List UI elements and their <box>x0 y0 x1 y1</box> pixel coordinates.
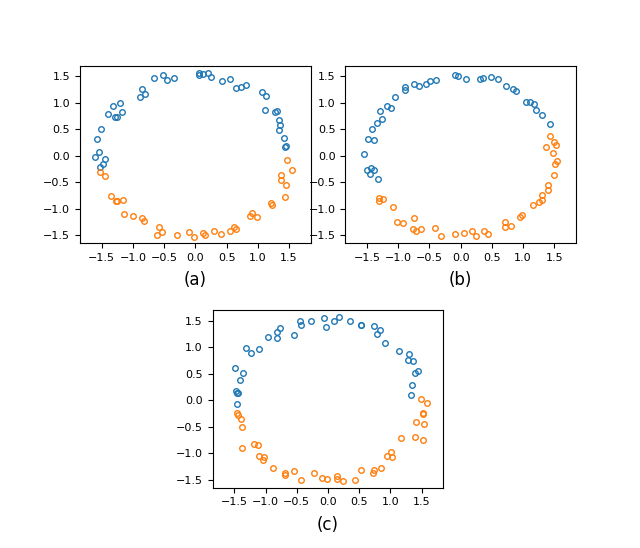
X-axis label: (a): (a) <box>184 271 207 289</box>
X-axis label: (c): (c) <box>317 516 339 534</box>
X-axis label: (b): (b) <box>449 271 472 289</box>
